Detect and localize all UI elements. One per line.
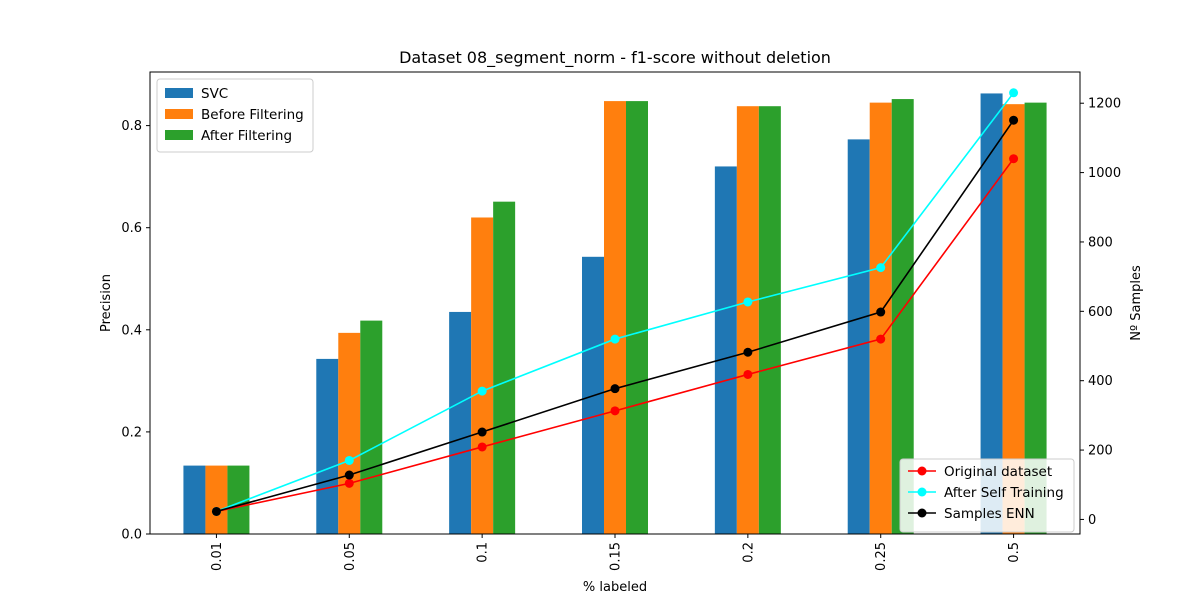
y2-tick-label: 400 [1088, 374, 1113, 389]
bar-after-filtering-0.5 [1024, 102, 1047, 535]
x-tick-label: 0.1 [476, 542, 491, 563]
legend-swatch [165, 109, 193, 119]
y2-tick-label: 200 [1088, 444, 1113, 459]
point-samples-enn-0.05 [344, 470, 354, 480]
point-after-self-training-0.25 [876, 263, 886, 273]
bar-svc-0.25 [847, 139, 870, 535]
bar-svc-0.2 [714, 166, 737, 534]
y-tick-label: 0.0 [121, 528, 142, 543]
legend-bars: SVC Before Filtering After Filtering [156, 78, 314, 153]
bar-after-filtering-0.15 [626, 101, 648, 535]
legend-swatch [165, 88, 193, 98]
legend-label: Before Filtering [201, 107, 304, 123]
legend-swatch [165, 130, 193, 140]
x-tick-label: 0.5 [1007, 542, 1022, 563]
point-samples-enn-0.5 [1009, 115, 1019, 125]
y-tick-label: 0.4 [121, 323, 142, 338]
y2-tick-label: 1200 [1088, 97, 1121, 112]
bar-after-filtering-0.2 [758, 106, 781, 535]
point-after-self-training-0.1 [477, 386, 487, 396]
point-after-self-training-0.05 [344, 455, 354, 465]
point-samples-enn-0.1 [477, 427, 487, 437]
x-tick-label: 0.01 [210, 542, 225, 571]
point-samples-enn-0.25 [876, 307, 886, 317]
y2-tick-label: 0 [1088, 513, 1096, 528]
point-original-dataset-0.25 [876, 334, 886, 344]
point-samples-enn-0.01 [211, 506, 221, 516]
legend-marker [917, 466, 927, 476]
legend-lines-box [899, 458, 1075, 533]
point-original-dataset-0.2 [743, 369, 753, 379]
y2-tick-label: 1000 [1088, 166, 1121, 181]
bar-before-filtering-0.01 [205, 465, 228, 534]
y-tick-label: 0.6 [121, 221, 142, 236]
point-samples-enn-0.15 [610, 384, 620, 394]
legend-marker [917, 487, 927, 497]
bar-before-filtering-0.2 [736, 106, 759, 535]
x-axis-label: % labeled [583, 580, 647, 595]
y2-axis-label: Nº Samples [1129, 265, 1144, 341]
y2-tick-label: 600 [1088, 305, 1113, 320]
bar-svc-0.01 [183, 465, 206, 534]
y2-tick-label: 800 [1088, 235, 1113, 250]
point-after-self-training-0.5 [1009, 88, 1019, 98]
x-tick-label: 0.25 [874, 542, 889, 571]
bars-layer [183, 93, 1047, 535]
bar-after-filtering-0.1 [493, 201, 516, 534]
x-tick-label: 0.15 [609, 542, 624, 571]
y-tick-label: 0.8 [121, 119, 142, 134]
bar-after-filtering-0.05 [360, 320, 383, 534]
legend-label: Original dataset [944, 464, 1052, 480]
left-axis: 0.0 0.2 0.4 0.6 0.8 [121, 119, 150, 543]
legend-label: SVC [201, 86, 228, 102]
point-after-self-training-0.15 [610, 334, 620, 344]
y-tick-label: 0.2 [121, 425, 142, 440]
legend-bars-box [156, 78, 314, 153]
lines-layer [211, 88, 1019, 516]
chart-title: Dataset 08_segment_norm - f1-score witho… [399, 48, 831, 68]
bar-before-filtering-0.1 [471, 217, 494, 535]
bar-after-filtering-0.25 [891, 99, 914, 535]
bar-svc-0.5 [980, 93, 1003, 534]
legend-marker [917, 508, 927, 518]
bar-svc-0.05 [316, 358, 339, 534]
legend-lines: Original dataset After Self Training Sampl… [899, 458, 1075, 533]
bar-after-filtering-0.01 [227, 465, 250, 534]
y-axis-label: Precision [99, 274, 114, 332]
point-original-dataset-0.5 [1009, 154, 1019, 164]
point-samples-enn-0.2 [743, 347, 753, 357]
x-axis: 0.01 0.05 0.1 0.15 0.2 0.25 0.5 [210, 534, 1022, 571]
bar-before-filtering-0.25 [869, 102, 892, 535]
point-after-self-training-0.2 [743, 297, 753, 307]
bar-before-filtering-0.05 [338, 332, 361, 534]
x-tick-label: 0.05 [343, 542, 358, 571]
legend-label: After Filtering [201, 128, 292, 144]
bar-before-filtering-0.15 [604, 101, 626, 535]
point-original-dataset-0.1 [477, 442, 487, 452]
point-original-dataset-0.05 [344, 478, 354, 488]
legend-label: Samples ENN [944, 506, 1035, 522]
right-axis: 0 200 400 600 800 1000 1200 [1080, 97, 1121, 528]
point-original-dataset-0.15 [610, 406, 620, 416]
legend-label: After Self Training [944, 485, 1064, 501]
x-tick-label: 0.2 [741, 542, 756, 563]
bar-svc-0.1 [449, 311, 472, 534]
bar-before-filtering-0.5 [1002, 104, 1025, 535]
